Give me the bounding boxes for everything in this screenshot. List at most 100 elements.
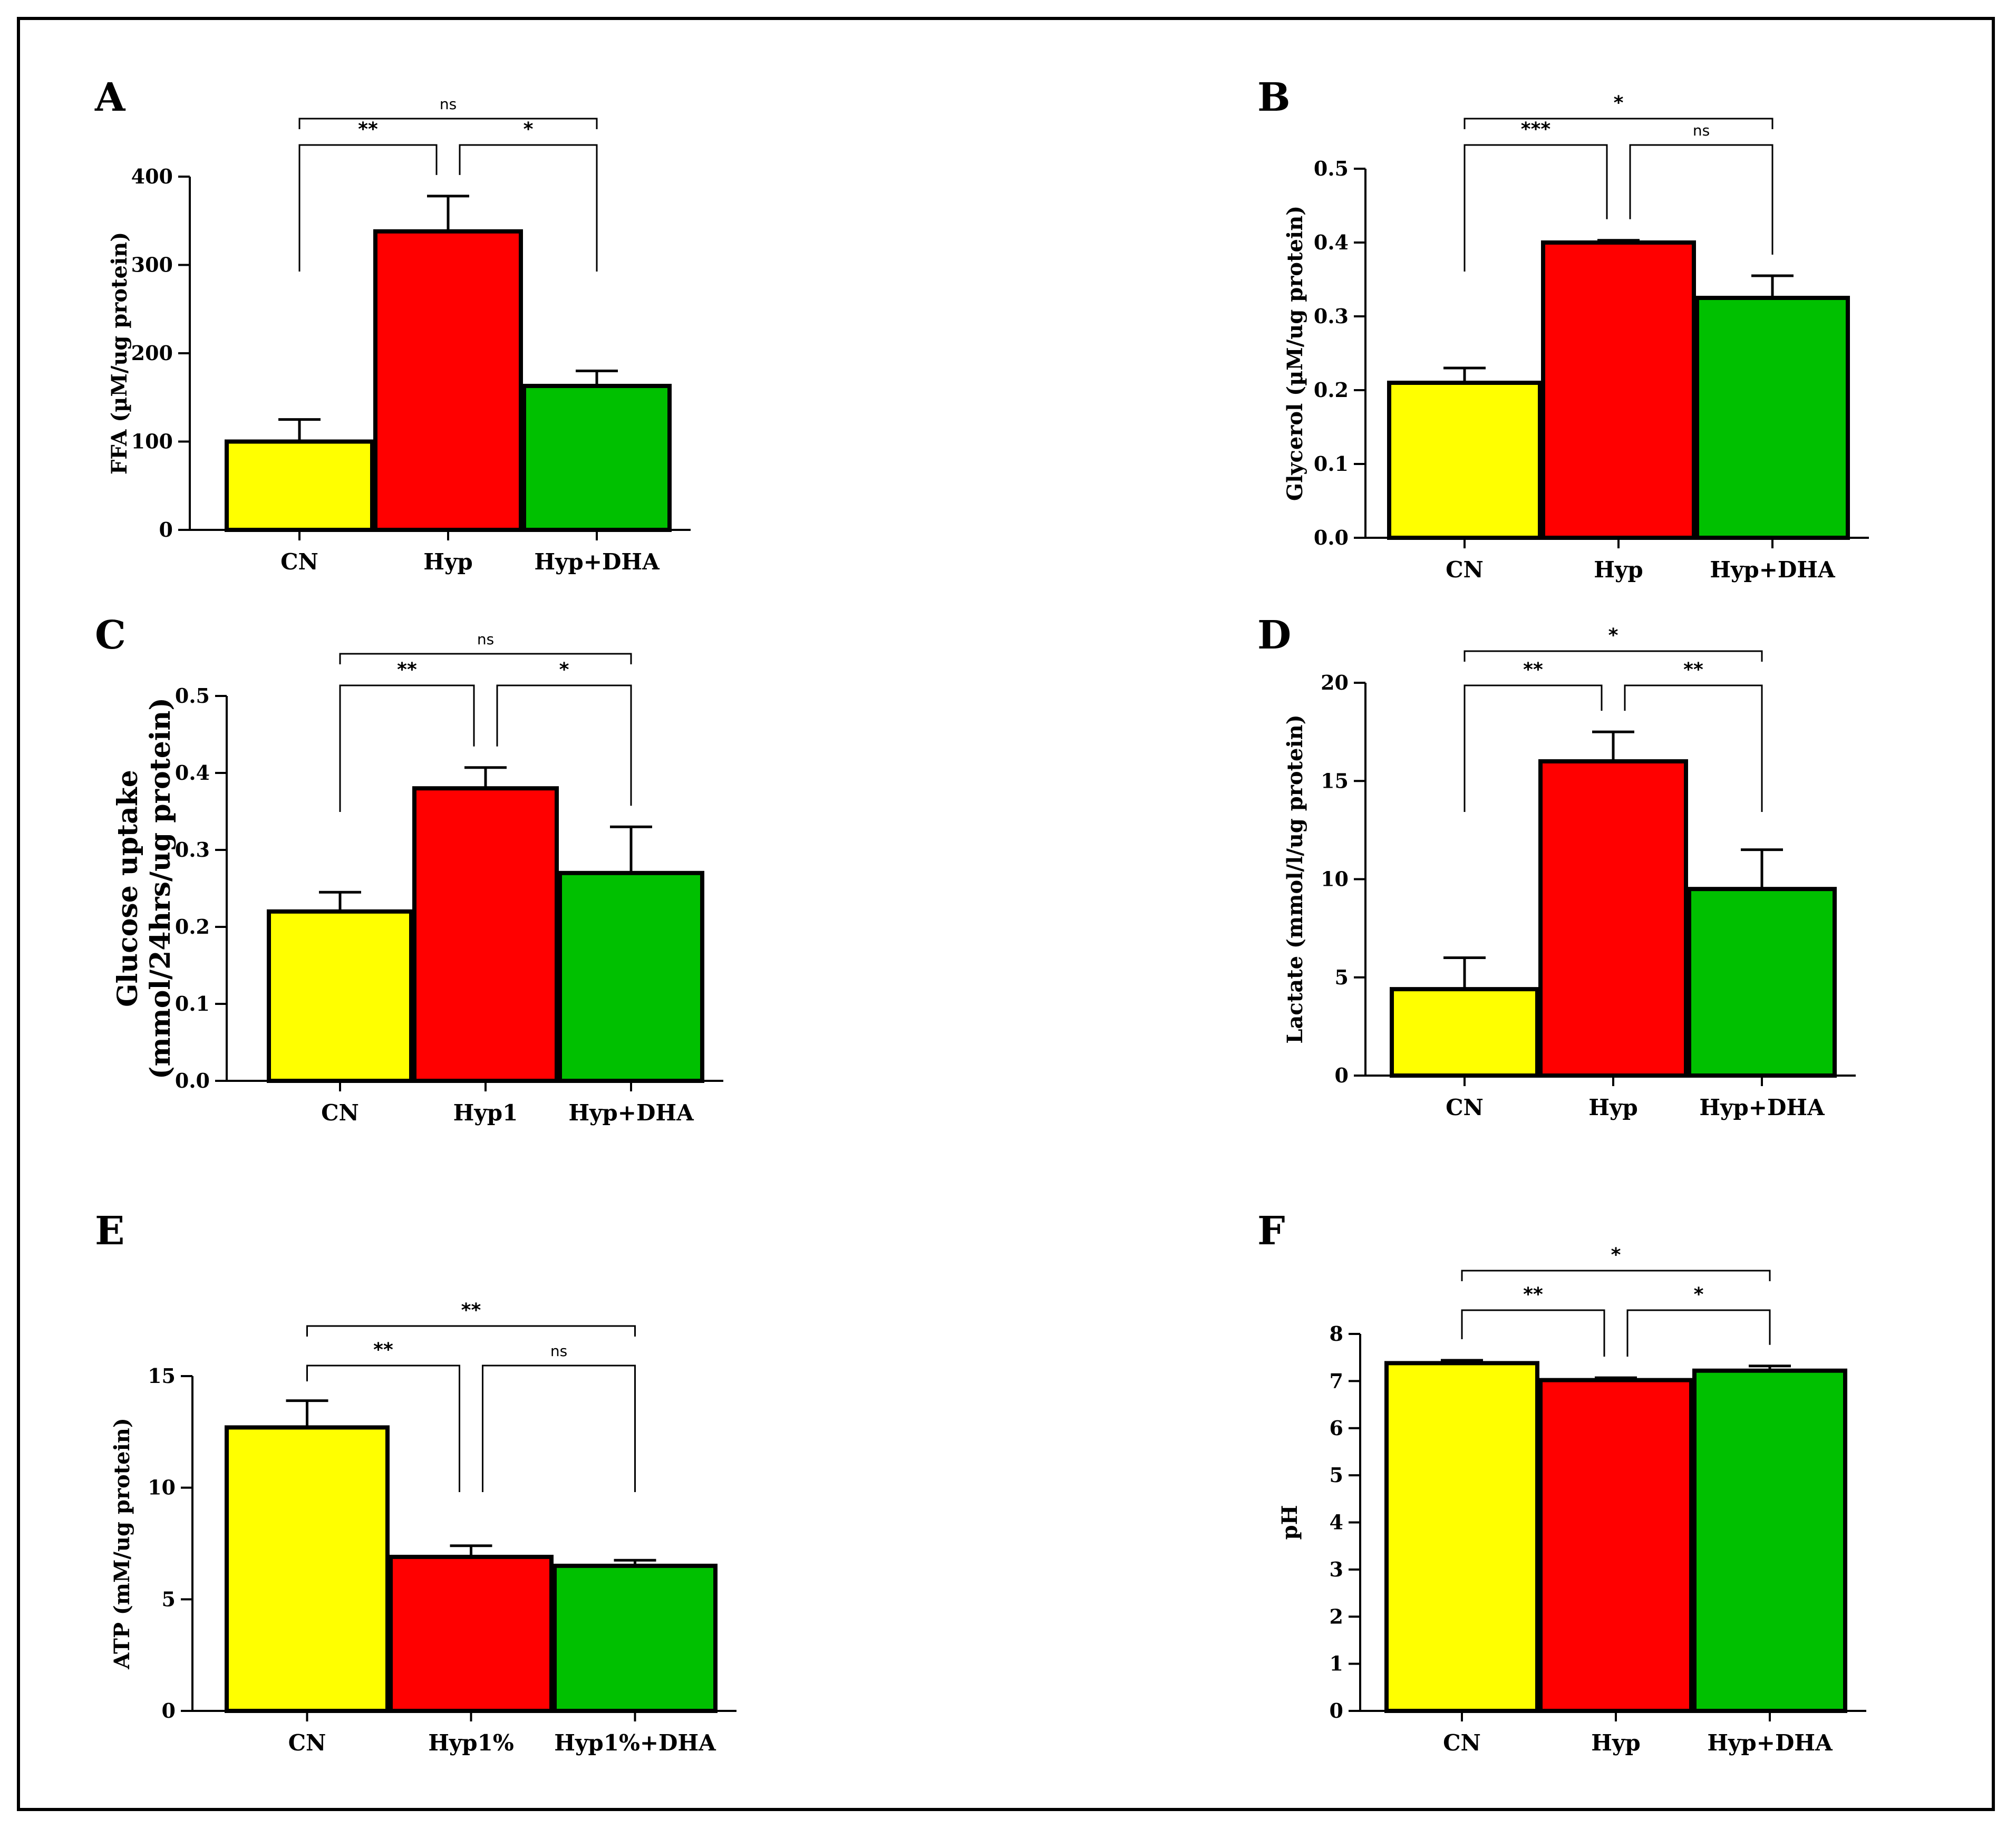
panel-a-category-label: CN [280,549,318,575]
panel-b-y-tick-label: 0.3 [1314,304,1349,328]
panel-b-category-label: Hyp+DHA [1710,557,1836,583]
panel-d-bar-2 [1687,887,1837,1078]
panel-b-letter: B [1257,75,1291,120]
panel-c-y-tick-label: 0.2 [175,915,210,938]
panel-b-significance-label: *** [1521,119,1551,140]
panel-b-y-tick-label: 0.2 [1314,378,1349,402]
panel-b-bar-0 [1387,381,1542,540]
panel-f-significance-bracket [1626,1309,1771,1357]
panel-d-y-tick-label: 20 [1321,671,1349,694]
panel-a-significance-bracket [298,118,598,129]
panel-a-y-tick-label: 400 [131,164,173,188]
panel-e-significance-label: ** [461,1300,481,1321]
panel-e-y-tick-label: 0 [162,1699,176,1722]
panel-e-bar-2 [553,1563,718,1713]
panel-c-bar-2 [558,870,704,1083]
panel-a-category-label: Hyp [423,549,472,575]
panel-a-bar-0 [225,439,374,532]
panel-f-significance-label: * [1694,1284,1704,1305]
panel-d-category-label: CN [1446,1095,1484,1120]
panel-d-significance-bracket [1624,684,1763,812]
panel-d-category-label: Hyp [1588,1095,1637,1120]
panel-a-y-tick-label: 0 [159,518,173,541]
panel-b-significance-label: ns [1693,122,1710,139]
panel-c-chart: C 0.0 0.1 0.2 0.3 0.4 0.5 CN Hyp1 Hyp+DHA Glucose… [95,613,723,1126]
panel-d-significance-bracket [1463,684,1603,812]
panel-c-bar-0 [267,909,413,1083]
panel-d-y-tick-label: 0 [1335,1063,1349,1087]
panel-f-y-tick-label: 0 [1330,1699,1343,1722]
panel-f-bar-0 [1384,1361,1539,1714]
panel-c-significance-label: ns [477,631,494,648]
panel-f-y-axis-label: pH [1277,1505,1302,1540]
panel-b-category-label: Hyp [1594,557,1643,583]
panel-b-y-tick-label: 0.4 [1314,230,1349,254]
panel-c-significance-label: ** [397,659,417,681]
panel-c-y-tick-label: 0.3 [175,838,210,862]
panel-c-y-tick-label: 0.5 [175,684,210,708]
panel-e-category-label: Hyp1%+DHA [554,1730,716,1756]
panel-f-y-tick-label: 5 [1330,1463,1343,1487]
panel-c-significance-bracket [496,684,632,806]
panel-a-significance-bracket [298,144,438,272]
panel-b-significance-bracket [1629,144,1773,255]
panel-a-chart: A 0 100 200 300 400 CN Hyp Hyp+DHA FFA (µM/ug pr… [94,75,691,575]
panel-e-y-tick-label: 10 [148,1476,176,1499]
panel-f-y-tick-label: 8 [1330,1322,1343,1346]
panel-f-y-tick-label: 7 [1330,1369,1343,1392]
panel-b-significance-label: * [1614,92,1624,114]
panel-d-y-tick-label: 15 [1321,769,1349,792]
panel-a-bar-1 [373,229,523,533]
panel-f-significance-bracket [1461,1270,1771,1281]
panel-f-significance-label: * [1611,1244,1621,1266]
panel-d-y-tick-label: 5 [1335,965,1349,989]
panel-b-significance-bracket [1463,118,1773,129]
panel-b-significance-bracket [1463,144,1608,272]
panel-b-bar-2 [1695,296,1850,540]
panel-d-y-tick-label: 10 [1321,867,1349,891]
panel-f-category-label: Hyp+DHA [1707,1730,1833,1756]
panel-c-bar-1 [412,786,559,1083]
panel-e-significance-bracket [482,1365,636,1492]
panel-e-significance-label: ns [550,1342,567,1360]
panel-a-y-tick-label: 100 [131,430,173,453]
panel-f-y-tick-label: 4 [1330,1511,1343,1534]
panel-a-y-axis-label: FFA (µM/ug protein) [107,232,132,475]
panel-d-bar-0 [1390,987,1539,1078]
panel-b-y-axis-label: Glycerol (µM/ug protein) [1283,206,1307,501]
panel-a-significance-bracket [459,144,598,272]
panel-f-category-label: CN [1443,1730,1481,1756]
panel-f-y-tick-label: 2 [1330,1604,1343,1628]
panel-f-category-label: Hyp [1591,1730,1640,1756]
panel-f-significance-bracket [1461,1309,1605,1357]
panel-a-bar-2 [522,383,672,532]
panel-d-significance-label: ** [1523,659,1543,681]
panel-d-significance-bracket [1463,650,1763,662]
panel-e-bar-0 [225,1425,390,1714]
panel-e-y-tick-label: 5 [162,1587,176,1611]
panel-e-significance-bracket [306,1365,460,1492]
panel-d-significance-label: ** [1683,659,1703,681]
panel-d-significance-label: * [1608,625,1618,646]
panel-a-significance-label: * [524,119,534,140]
panel-e-category-label: Hyp1% [428,1730,514,1756]
panel-b-category-label: CN [1446,557,1484,583]
panel-c-category-label: CN [321,1100,359,1126]
panel-d-letter: D [1257,613,1291,658]
panel-f-significance-label: ** [1523,1284,1543,1305]
panel-c-y-tick-label: 0.4 [175,761,210,785]
panel-c-significance-bracket [339,684,475,812]
panel-c-letter: C [95,613,126,658]
panel-c-y-tick-label: 0.1 [175,992,210,1015]
panel-f-bar-1 [1538,1378,1693,1713]
panel-b-y-tick-label: 0.5 [1314,157,1349,180]
panel-f-y-tick-label: 1 [1330,1652,1343,1676]
panel-e-y-axis-label: ATP (mM/ug protein) [110,1418,134,1670]
panel-c-significance-bracket [339,653,632,664]
panel-e-significance-bracket [306,1325,636,1337]
panel-a-category-label: Hyp+DHA [534,549,660,575]
panel-a-y-tick-label: 300 [131,253,173,277]
panel-e-letter: E [95,1208,124,1254]
panel-c-y-tick-label: 0.0 [175,1069,210,1092]
